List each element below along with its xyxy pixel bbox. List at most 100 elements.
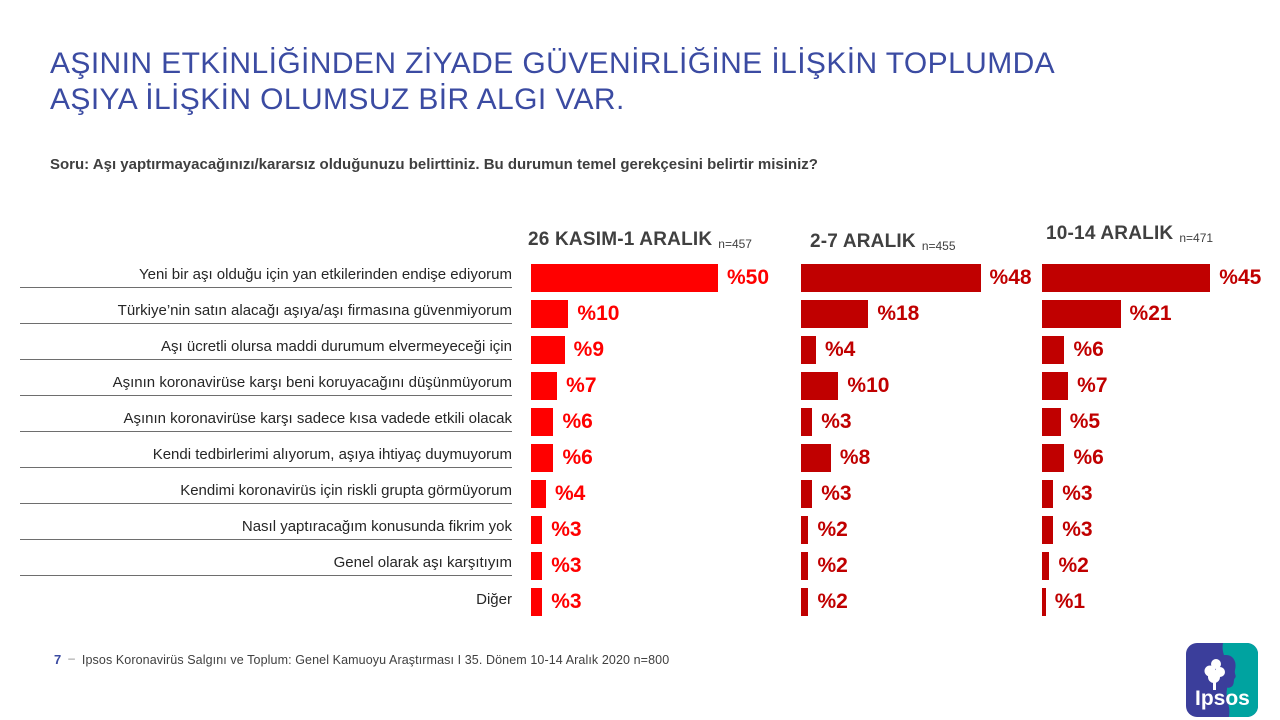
chart-row: Türkiye’nin satın alacağı aşıya/aşı firm… [20,296,1275,332]
bar [801,480,813,508]
bar-cell: %21 [1042,296,1275,332]
bar-cell: %2 [801,584,1042,620]
bar-cell: %2 [801,548,1042,584]
chart-row: Kendi tedbirlerimi alıyorum, aşıya ihtiy… [20,440,1275,476]
bar-cell: %8 [801,440,1042,476]
bar [801,336,816,364]
ipsos-logo-icon: Ipsos [1186,643,1258,717]
bar [801,516,809,544]
bar-value-label: %6 [562,446,593,469]
bar [531,444,554,472]
chart-row: Kendimi koronavirüs için riskli grupta g… [20,476,1275,512]
bar-cell: %48 [801,260,1042,296]
page-dash: – [68,651,75,665]
bar-value-label: %2 [817,590,848,613]
series-header-wave2: 2-7 ARALIK n=455 [810,231,956,253]
series-header-wave3: 10-14 ARALIK n=471 [1046,223,1213,245]
bar-value-label: %4 [824,338,856,361]
bar-value-label: %7 [566,374,597,397]
category-label: Nasıl yaptıracağım konusunda fikrim yok [20,514,512,540]
series-name: 26 KASIM-1 ARALIK [528,229,713,250]
bar-cell: %4 [801,332,1042,368]
chart-row: Aşının koronavirüse karşı beni koruyacağ… [20,368,1275,404]
bar-value-label: %3 [551,590,582,613]
bar-cell: %4 [531,476,801,512]
series-name: 2-7 ARALIK [810,231,916,252]
bar-cell: %3 [531,584,801,620]
category-label: Genel olarak aşı karşıtıyım [20,550,512,576]
bar [1042,480,1054,508]
bar-value-label: %2 [1058,554,1089,577]
bar [531,588,543,616]
bar-cell: %1 [1042,584,1275,620]
bar-cell: %6 [531,440,801,476]
chart-row: Aşının koronavirüse karşı sadece kısa va… [20,404,1275,440]
bar-value-label: %7 [1077,374,1108,397]
bar-cell: %6 [531,404,801,440]
bar-value-label: %3 [551,518,582,541]
bar [801,372,839,400]
bar [1042,300,1121,328]
bar [531,300,569,328]
bar-value-label: %48 [989,266,1032,289]
bar-value-label: %6 [1073,338,1104,361]
bar [801,264,981,292]
bar-cell: %2 [801,512,1042,548]
bar-value-label: %8 [839,446,871,469]
bar-cell: %3 [1042,476,1275,512]
bar [801,300,869,328]
bar-cell: %6 [1042,440,1275,476]
bar [531,480,546,508]
category-label: Aşının koronavirüse karşı sadece kısa va… [20,406,512,432]
series-sample-size: n=471 [1179,231,1214,245]
bar-cell: %7 [531,368,801,404]
bar-cell: %3 [531,512,801,548]
bar [801,408,813,436]
category-label: Türkiye’nin satın alacağı aşıya/aşı firm… [20,298,512,324]
bar-value-label: %10 [577,302,620,325]
bar [531,336,565,364]
bar-cell: %3 [801,404,1042,440]
bar-cell: %7 [1042,368,1275,404]
bar [531,264,718,292]
bar [1042,336,1065,364]
category-label: Kendi tedbirlerimi alıyorum, aşıya ihtiy… [20,442,512,468]
bar-cell: %10 [531,296,801,332]
bar [1042,372,1069,400]
bar-value-label: %4 [554,482,586,505]
series-header-wave1: 26 KASIM-1 ARALIK n=457 [528,229,752,251]
bar-value-label: %3 [1062,518,1093,541]
bar-value-label: %21 [1129,302,1172,325]
bar-value-label: %9 [573,338,605,361]
bar-chart: 26 KASIM-1 ARALIK n=457 2-7 ARALIK n=455 1… [20,218,1275,638]
bar-value-label: %2 [817,554,848,577]
bar [531,516,543,544]
bar-cell: %6 [1042,332,1275,368]
bar [1042,552,1050,580]
chart-row: Nasıl yaptıracağım konusunda fikrim yok%… [20,512,1275,548]
bar-value-label: %3 [1062,482,1093,505]
chart-row: Yeni bir aşı olduğu için yan etkilerinde… [20,260,1275,296]
footer: 7 – Ipsos Koronavirüs Salgını ve Toplum:… [54,651,670,667]
bar [531,552,543,580]
bar-value-label: %6 [1073,446,1104,469]
footer-source-text: Ipsos Koronavirüs Salgını ve Toplum: Gen… [81,653,670,667]
bar [801,588,809,616]
bar-value-label: %3 [821,482,852,505]
category-label: Kendimi koronavirüs için riskli grupta g… [20,478,512,504]
bar-cell: %45 [1042,260,1275,296]
bar-cell: %10 [801,368,1042,404]
bar-value-label: %50 [727,266,770,289]
bar [801,552,809,580]
series-sample-size: n=457 [718,237,752,251]
title-line-2: AŞIYA İLİŞKİN OLUMSUZ BİR ALGI VAR. [50,83,625,116]
bar-value-label: %1 [1054,590,1086,613]
survey-question: Soru: Aşı yaptırmayacağınızı/kararsız ol… [50,156,818,173]
bar [801,444,831,472]
bar-cell: %9 [531,332,801,368]
bar [1042,516,1054,544]
bar [1042,588,1046,616]
bar [531,408,554,436]
bar-value-label: %3 [821,410,852,433]
